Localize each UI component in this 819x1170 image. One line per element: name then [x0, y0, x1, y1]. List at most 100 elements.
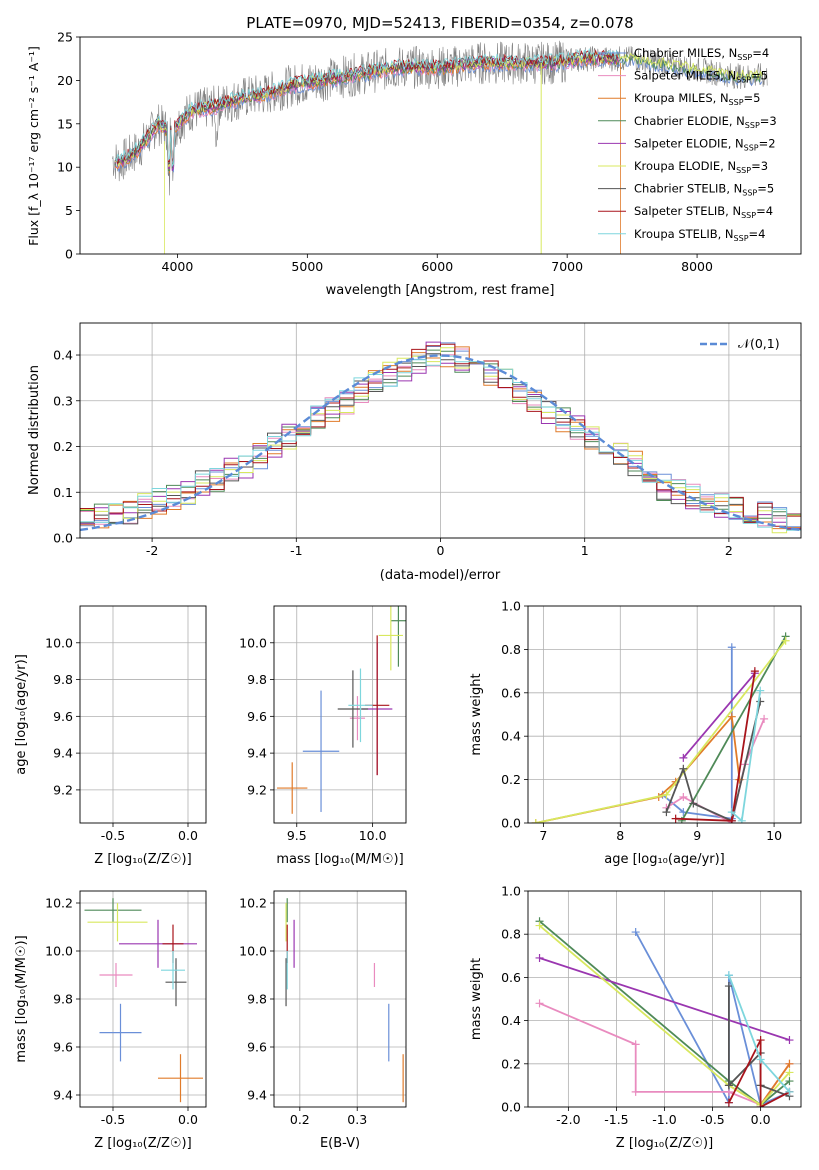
- gaussian-reference-line: [80, 354, 801, 532]
- x-axis-label: Z [log₁₀(Z/Z☉)]: [94, 852, 191, 867]
- weight-marker: [679, 753, 688, 762]
- x-tick-label: -1.0: [652, 1112, 676, 1127]
- weight-line-chabrier-elodie: [681, 635, 787, 822]
- y-tick-label: 10.2: [239, 896, 267, 911]
- y-tick-label: 9.6: [247, 1040, 267, 1055]
- weight-marker: [662, 808, 671, 817]
- y-tick-label: 0.6: [501, 685, 521, 700]
- y-tick-label: 9.6: [53, 709, 73, 724]
- y-tick-label: 25: [57, 30, 73, 45]
- weight-marker: [679, 792, 688, 801]
- y-tick-label: 0.0: [501, 816, 521, 831]
- legend-label-1: Salpeter MILES, NSSP=5: [634, 69, 768, 85]
- y-tick-label: 0.2: [53, 439, 73, 454]
- weight-marker: [785, 1059, 794, 1068]
- weight-marker: [750, 667, 759, 676]
- axes-frame: [527, 605, 802, 824]
- x-tick-label: 10: [766, 828, 782, 843]
- y-axis-label: mass [log₁₀(M/M☉)]: [14, 935, 29, 1062]
- axes-frame: [79, 36, 802, 255]
- x-axis-label: (data-model)/error: [380, 568, 501, 583]
- model-spectrum-kroupa-stelib: [114, 47, 620, 168]
- y-tick-label: 0.0: [501, 1100, 521, 1115]
- weight-marker: [727, 643, 736, 652]
- weight-marker: [785, 1077, 794, 1086]
- weight-line-salpeter-elodie: [682, 672, 756, 759]
- plot-area: [535, 917, 794, 1107]
- x-tick-label: 9: [693, 828, 701, 843]
- x-axis-label: Z [log₁₀(Z/Z☉)]: [616, 1136, 713, 1151]
- x-tick-label: 0: [437, 543, 445, 558]
- weight-marker: [756, 697, 765, 706]
- weight-marker: [785, 1087, 794, 1096]
- weight-marker: [535, 921, 544, 930]
- y-tick-label: 9.8: [247, 672, 267, 687]
- y-tick-label: 10.0: [45, 635, 73, 650]
- x-tick-label: 0.0: [178, 828, 198, 843]
- weight-marker: [631, 1040, 640, 1049]
- y-tick-label: 9.8: [247, 992, 267, 1007]
- y-tick-label: 9.2: [53, 782, 73, 797]
- x-tick-label: 0.3: [347, 1112, 367, 1127]
- y-tick-label: 9.4: [247, 1088, 267, 1103]
- x-tick-label: -1: [290, 543, 302, 558]
- x-tick-label: 7000: [551, 259, 583, 274]
- age-vs-mass-axes: 9.5 10.0 9.2 9.4 9.6 9.8 10.0 mass [log₁₀(M/M☉)…: [239, 605, 407, 867]
- weight-marker: [724, 1098, 733, 1107]
- legend-label-5: Kroupa ELODIE, NSSP=3: [634, 159, 768, 175]
- y-tick-label: 0.2: [501, 772, 521, 787]
- y-tick-label: 0.1: [53, 485, 73, 500]
- plot-area: [285, 898, 404, 1103]
- y-tick-label: 0.0: [53, 531, 73, 546]
- weight-marker: [727, 712, 736, 721]
- x-tick-label: 8: [616, 828, 624, 843]
- weight-marker: [756, 1036, 765, 1045]
- x-tick-label: -2.0: [556, 1112, 580, 1127]
- histogram-salpeter-stelib: [80, 343, 801, 538]
- residual-histogram-axes: -2 -1 0 1 2 0.0 0.1 0.2 0.3 0.4 (data-model)/error…: [27, 322, 802, 583]
- weight-line-kroupa-elodie: [538, 924, 791, 1106]
- y-tick-label: 1.0: [501, 884, 521, 899]
- weight-marker: [756, 1103, 765, 1107]
- weight-marker: [662, 790, 671, 799]
- y-tick-label: 1.0: [501, 599, 521, 614]
- x-axis-label: mass [log₁₀(M/M☉)]: [276, 852, 403, 867]
- weight-marker: [727, 816, 736, 823]
- weight-marker: [781, 636, 790, 645]
- x-tick-label: 4000: [162, 259, 194, 274]
- weight-marker: [631, 928, 640, 937]
- legend-label: 𝒩(0,1): [738, 336, 780, 351]
- y-axis-label: mass weight: [469, 958, 484, 1040]
- y-tick-label: 10.0: [45, 944, 73, 959]
- x-tick-label: 0.2: [290, 1112, 310, 1127]
- y-tick-label: 0.4: [501, 1013, 521, 1028]
- age-vs-metallicity-axes: -0.5 0.0 9.2 9.4 9.6 9.8 10.0 Z [log₁₀(Z/Z☉)] ag…: [14, 605, 207, 867]
- x-tick-label: -2: [146, 543, 158, 558]
- histogram-kroupa-stelib: [80, 355, 801, 538]
- y-axis-label: Normed distribution: [27, 365, 42, 495]
- y-tick-label: 0: [65, 247, 73, 262]
- x-tick-label: 9.5: [287, 828, 307, 843]
- weight-marker: [671, 814, 680, 823]
- axes-frame: [79, 605, 207, 824]
- y-tick-label: 0.8: [501, 642, 521, 657]
- legend-label-0: Chabrier MILES, NSSP=4: [634, 46, 769, 62]
- weight-marker: [785, 1036, 794, 1045]
- legend: Chabrier MILES, NSSP=4 Salpeter MILES, NS…: [598, 46, 777, 243]
- weight-marker: [531, 819, 540, 823]
- x-tick-label: -1.5: [604, 1112, 628, 1127]
- legend-label-4: Salpeter ELODIE, NSSP=2: [634, 136, 776, 152]
- spectrum-axes: 4000 5000 6000 7000 8000 0 5 10 15 20 25 wavelength…: [26, 30, 802, 298]
- weight-marker: [724, 982, 733, 991]
- x-tick-label: 5000: [291, 259, 323, 274]
- mass-weight-vs-age-axes: 7 8 9 10 0.0 0.2 0.4 0.6 0.8 1.0 age [log₁₀(age/yr…: [469, 599, 802, 867]
- weight-line-chabrier-elodie: [538, 920, 791, 1106]
- weight-marker: [727, 808, 736, 817]
- y-tick-label: 9.8: [53, 672, 73, 687]
- plot-area: [84, 898, 203, 1103]
- weight-line-salpeter-stelib: [728, 1039, 790, 1107]
- weight-marker: [724, 971, 733, 980]
- x-tick-label: 1: [581, 543, 589, 558]
- y-tick-label: 10: [57, 160, 73, 175]
- plot-area: [277, 606, 406, 814]
